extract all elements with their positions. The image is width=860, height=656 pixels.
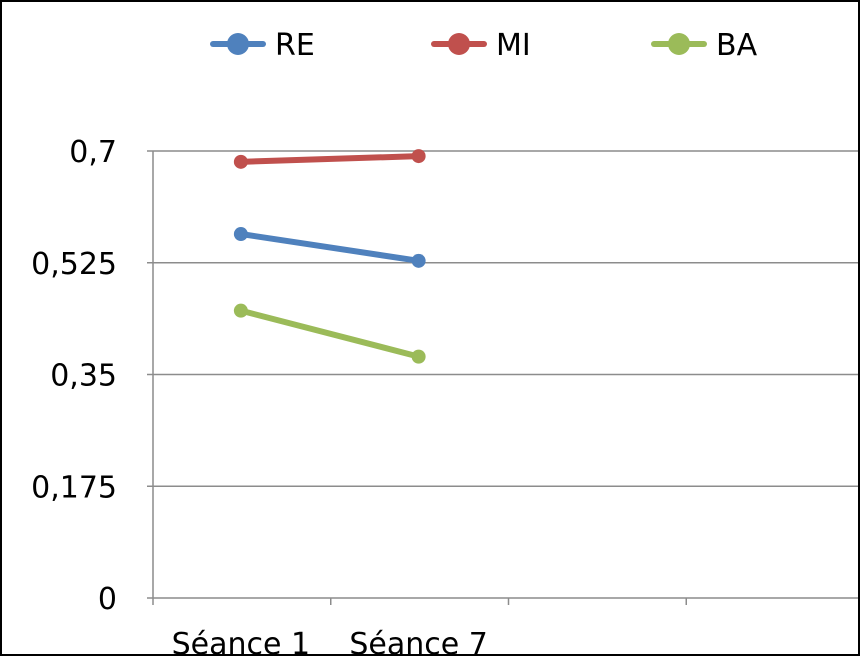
legend-label-mi: MI [496,28,531,63]
y-tick-label: 0,175 [31,470,117,505]
y-tick-label: 0 [98,582,117,617]
y-tick-labels: 0 0,175 0,35 0,525 0,7 [31,135,117,617]
data-point-ba [411,349,426,364]
legend-marker-ba [668,33,690,55]
y-tick-label: 0,525 [31,247,117,282]
x-tick-labels: Séance 1 Séance 7 [172,627,488,656]
x-tick-label: Séance 7 [349,627,487,656]
data-point-re [233,227,248,242]
data-point-re [411,253,426,268]
legend-marker-mi [448,33,470,55]
data-point-ba [233,303,248,318]
legend-marker-re [227,33,249,55]
y-tick-label: 0,7 [69,135,117,170]
legend-label-re: RE [275,28,315,63]
series-line-mi [237,153,422,165]
x-tick-label: Séance 1 [172,627,310,656]
series-line-ba [237,307,422,360]
gridlines [153,150,858,487]
series-lines [233,149,426,364]
axes [147,150,858,605]
series-line-re [237,231,422,264]
legend-label-ba: BA [716,28,758,63]
y-tick-label: 0,35 [50,359,117,394]
data-point-mi [411,149,426,164]
legend: RE MI BA [210,28,758,63]
data-point-mi [233,154,248,169]
